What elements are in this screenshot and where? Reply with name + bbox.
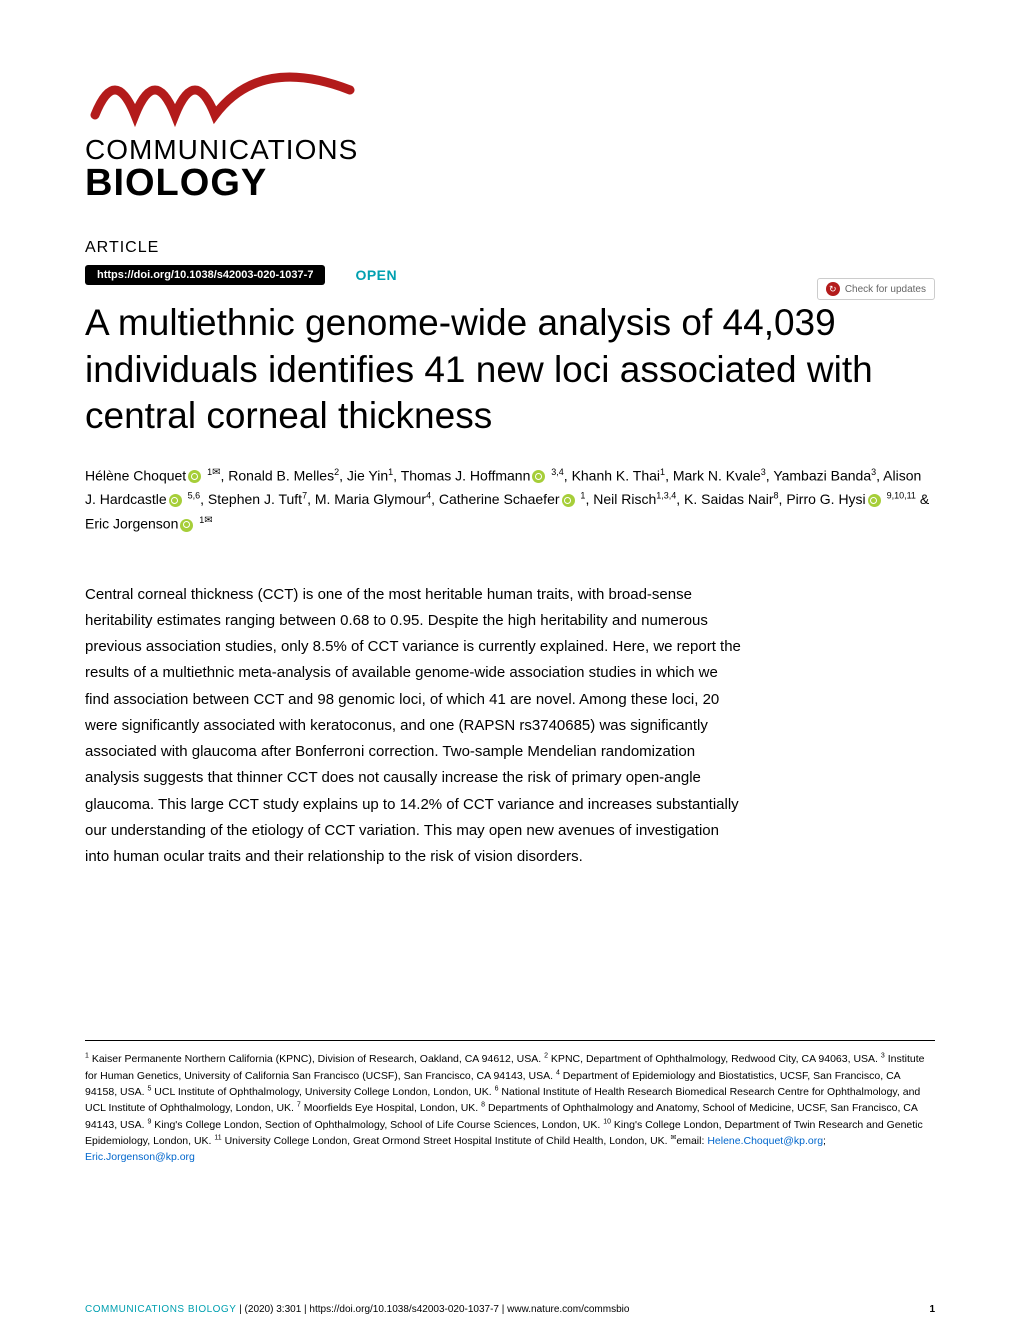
author-affil-sup: 1,3,4 xyxy=(656,491,676,501)
doi-row: https://doi.org/10.1038/s42003-020-1037-… xyxy=(85,265,935,285)
affil-text: Kaiser Permanente Northern California (K… xyxy=(89,1053,544,1065)
affiliations-block: 1 Kaiser Permanente Northern California … xyxy=(85,1051,935,1165)
author: Stephen J. Tuft xyxy=(208,491,302,507)
affil-text: King's College London, Section of Ophtha… xyxy=(151,1119,603,1131)
affiliations-divider xyxy=(85,1040,935,1041)
author: Eric Jorgenson xyxy=(85,516,178,532)
corresponding-email[interactable]: Helene.Choquet@kp.org xyxy=(707,1135,823,1147)
email-separator: ; xyxy=(823,1135,826,1147)
orcid-icon[interactable] xyxy=(532,470,545,483)
author-affil-sup: 1 xyxy=(388,467,393,477)
author: Khanh K. Thai xyxy=(572,468,660,484)
affil-text: UCL Institute of Ophthalmology, Universi… xyxy=(151,1086,494,1098)
journal-name-line1: COMMUNICATIONS xyxy=(85,135,358,164)
author: Jie Yin xyxy=(347,468,388,484)
author-affil-sup: 8 xyxy=(774,491,779,501)
affil-num: 11 xyxy=(214,1134,221,1141)
author-affil-sup: 3 xyxy=(761,467,766,477)
author: K. Saidas Nair xyxy=(684,491,773,507)
article-type-label: ARTICLE xyxy=(85,239,935,257)
author: M. Maria Glymour xyxy=(315,491,426,507)
author-affil-sup: 9,10,11 xyxy=(887,491,916,501)
author-affil-sup: 1 xyxy=(580,491,585,501)
author-affil-sup: 3 xyxy=(871,467,876,477)
orcid-icon[interactable] xyxy=(562,494,575,507)
author: Yambazi Banda xyxy=(773,468,871,484)
journal-logo-section: COMMUNICATIONS BIOLOGY xyxy=(85,40,935,204)
email-label: email: xyxy=(676,1135,707,1147)
affil-text: University College London, Great Ormond … xyxy=(222,1135,671,1147)
author-affil-sup: 1 xyxy=(660,467,665,477)
mail-icon[interactable]: ✉ xyxy=(212,464,220,481)
affil-text: Moorfields Eye Hospital, London, UK. xyxy=(301,1102,481,1114)
check-updates-button[interactable]: ↻ Check for updates xyxy=(817,278,935,300)
author-list: Hélène Choquet 1✉, Ronald B. Melles2, Ji… xyxy=(85,464,935,537)
author-affil-sup: 4 xyxy=(426,491,431,501)
orcid-icon[interactable] xyxy=(188,470,201,483)
journal-name-line2: BIOLOGY xyxy=(85,164,267,204)
author-affil-sup: 2 xyxy=(334,467,339,477)
doi-link[interactable]: https://doi.org/10.1038/s42003-020-1037-… xyxy=(85,265,325,285)
affil-num: 10 xyxy=(603,1118,611,1125)
author: Neil Risch xyxy=(593,491,656,507)
footer-journal-name: COMMUNICATIONS BIOLOGY xyxy=(85,1304,236,1315)
author: Hélène Choquet xyxy=(85,468,186,484)
check-updates-icon: ↻ xyxy=(826,282,840,296)
journal-logo: COMMUNICATIONS BIOLOGY xyxy=(85,40,935,204)
author: Pirro G. Hysi xyxy=(786,491,865,507)
author: Thomas J. Hoffmann xyxy=(401,468,531,484)
author-affil-sup: 5,6 xyxy=(188,491,201,501)
footer-separator: | xyxy=(236,1304,244,1315)
affil-text: KPNC, Department of Ophthalmology, Redwo… xyxy=(548,1053,881,1065)
author: Ronald B. Melles xyxy=(228,468,334,484)
corresponding-email[interactable]: Eric.Jorgenson@kp.org xyxy=(85,1151,195,1163)
page-footer: COMMUNICATIONS BIOLOGY | (2020) 3:301 | … xyxy=(85,1304,935,1315)
open-access-label: OPEN xyxy=(355,267,397,283)
logo-wave-icon xyxy=(85,40,355,140)
page-number: 1 xyxy=(929,1304,935,1315)
footer-citation: (2020) 3:301 | https://doi.org/10.1038/s… xyxy=(245,1304,630,1315)
orcid-icon[interactable] xyxy=(868,494,881,507)
author: Catherine Schaefer xyxy=(439,491,560,507)
abstract-text: Central corneal thickness (CCT) is one o… xyxy=(85,582,745,871)
author: Mark N. Kvale xyxy=(673,468,761,484)
orcid-icon[interactable] xyxy=(169,494,182,507)
author-affil-sup: 7 xyxy=(302,491,307,501)
mail-icon[interactable]: ✉ xyxy=(204,512,212,529)
author-affil-sup: 3,4 xyxy=(551,467,564,477)
check-updates-text: Check for updates xyxy=(845,284,926,295)
article-title: A multiethnic genome-wide analysis of 44… xyxy=(85,300,935,439)
orcid-icon[interactable] xyxy=(180,519,193,532)
